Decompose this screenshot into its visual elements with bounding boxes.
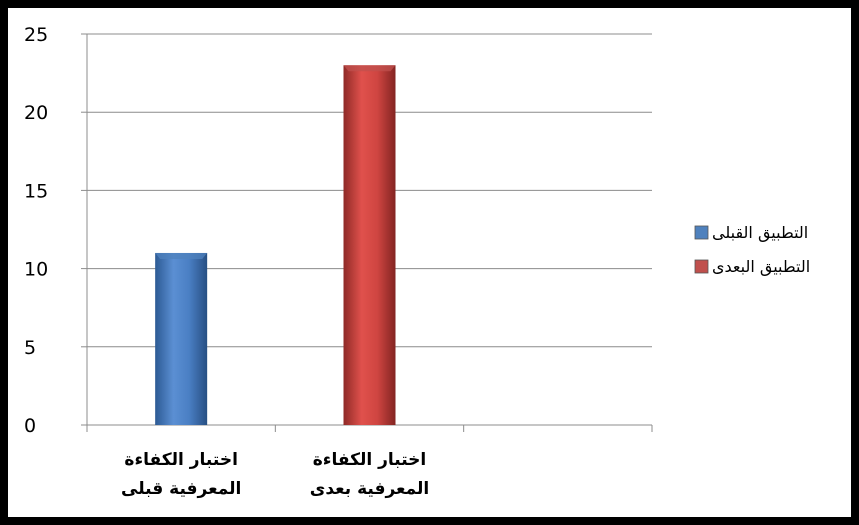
bars — [155, 65, 396, 425]
y-tick-label: 25 — [24, 24, 48, 46]
bar-1 — [155, 252, 208, 425]
bar-cap — [155, 252, 208, 259]
y-tick-label: 5 — [24, 337, 36, 359]
x-category-label: المعرفية بعدى — [310, 479, 429, 499]
legend-item: التطبيق البعدى — [694, 257, 810, 277]
y-tick-labels: 0 5 10 15 20 25 — [24, 24, 48, 437]
y-tick-label: 10 — [24, 259, 48, 281]
y-tick-label: 20 — [24, 102, 48, 124]
bar-cap — [343, 65, 396, 72]
y-tick-label: 0 — [24, 415, 36, 437]
x-category-label: اختبار الكفاءة — [124, 450, 238, 470]
bar-2 — [343, 65, 396, 425]
legend: التطبيق القبلى التطبيق البعدى — [694, 223, 810, 277]
legend-label: التطبيق القبلى — [712, 223, 808, 243]
x-category-labels: اختبار الكفاءة المعرفية قبلى اختبار الكفاء… — [121, 450, 429, 499]
bar-body — [343, 65, 396, 425]
bar-body — [155, 252, 208, 425]
legend-item: التطبيق القبلى — [694, 223, 808, 243]
legend-swatch — [694, 225, 709, 240]
legend-label: التطبيق البعدى — [712, 257, 810, 277]
legend-swatch — [694, 259, 709, 274]
y-tick-label: 15 — [24, 180, 48, 202]
x-category-label: المعرفية قبلى — [121, 479, 241, 499]
x-category-label: اختبار الكفاءة — [313, 450, 427, 470]
